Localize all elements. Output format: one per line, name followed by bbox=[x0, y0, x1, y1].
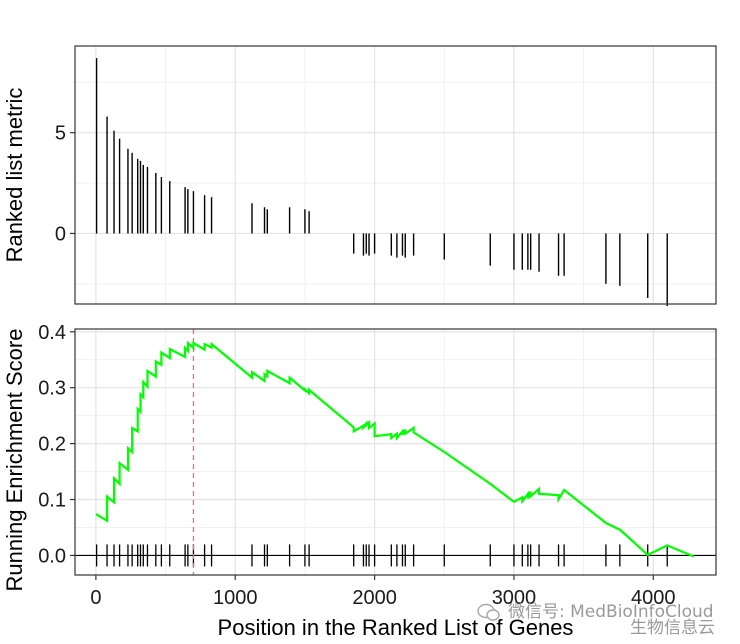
bottom-y-tick-label: 0.2 bbox=[38, 434, 66, 456]
x-tick-label: 3000 bbox=[492, 587, 537, 609]
bottom-gridlines bbox=[75, 329, 716, 575]
x-tick-label: 4000 bbox=[631, 587, 676, 609]
top-y-tick-label: 5 bbox=[55, 123, 66, 145]
watermark-account: 微信号: MedBioInfoCloud bbox=[508, 602, 714, 622]
wechat-icon bbox=[477, 603, 500, 621]
x-tick-label: 2000 bbox=[352, 587, 397, 609]
watermark: 微信号: MedBioInfoCloud 生物信息云 bbox=[477, 602, 715, 638]
bottom-y-tick-label: 0.1 bbox=[38, 490, 66, 512]
watermark-name: 生物信息云 bbox=[630, 618, 715, 638]
x-tick-label: 0 bbox=[90, 587, 101, 609]
bottom-y-ticks: 0.0 0.1 0.2 0.3 0.4 bbox=[38, 322, 75, 567]
x-axis-title: Position in the Ranked List of Genes bbox=[218, 615, 574, 640]
bottom-panel-border bbox=[74, 328, 717, 576]
ranked-metric-axis-title: Ranked list metric bbox=[2, 88, 27, 263]
running-enrichment-score-line bbox=[95, 340, 695, 558]
running-es-axis-title: Running Enrichment Score bbox=[2, 329, 27, 592]
x-ticks: 0 1000 2000 3000 4000 bbox=[90, 575, 676, 609]
bottom-y-tick-label: 0.0 bbox=[38, 545, 66, 567]
x-tick-label: 1000 bbox=[213, 587, 258, 609]
bottom-y-tick-label: 0.4 bbox=[38, 322, 66, 344]
top-y-tick-label: 0 bbox=[55, 223, 66, 245]
enrichment-score-panel: 0.0 0.1 0.2 0.3 0.4 0 1000 2000 3000 4000 Runnin… bbox=[2, 322, 717, 640]
ranked-metric-bars bbox=[95, 58, 668, 307]
bottom-y-tick-label: 0.3 bbox=[38, 378, 66, 400]
top-gridlines bbox=[75, 46, 716, 304]
top-y-ticks: 05 bbox=[55, 123, 75, 245]
gene-hit-ticks bbox=[95, 544, 668, 567]
top-panel-border bbox=[74, 45, 717, 305]
ranked-metric-panel: 05 Ranked list metric bbox=[2, 45, 717, 307]
